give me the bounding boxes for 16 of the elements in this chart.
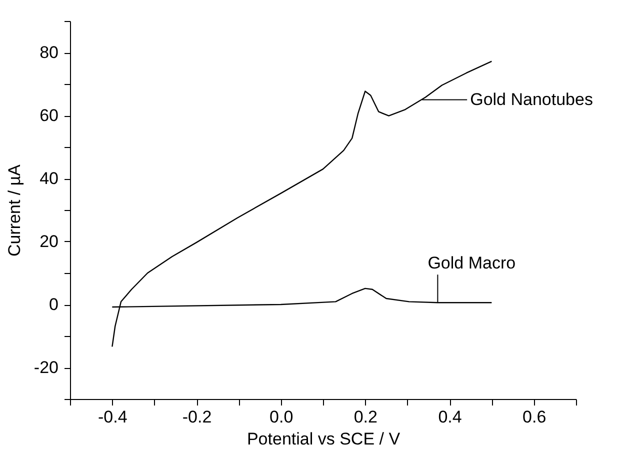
x-tick-label: -0.4	[98, 408, 128, 426]
y-tick-label: 40	[40, 169, 58, 188]
annotation: Gold Macro	[428, 254, 516, 273]
x-tick-label: 0.2	[354, 408, 378, 426]
x-tick-label: 0.0	[270, 408, 294, 426]
y-tick-label: 0	[49, 295, 58, 314]
y-tick-label: 60	[40, 106, 58, 125]
x-tick-label: 0.4	[438, 408, 462, 426]
y-tick-label: -20	[34, 358, 58, 377]
x-axis-title: Potential vs SCE / V	[246, 430, 401, 448]
x-tick-label: -0.2	[182, 408, 212, 426]
y-tick-label: 80	[40, 43, 58, 62]
y-axis-title: Current / µA	[4, 164, 24, 256]
annotation: Gold Nanotubes	[470, 90, 593, 109]
x-tick-label: 0.6	[522, 408, 546, 426]
y-tick-label: 20	[40, 232, 58, 251]
